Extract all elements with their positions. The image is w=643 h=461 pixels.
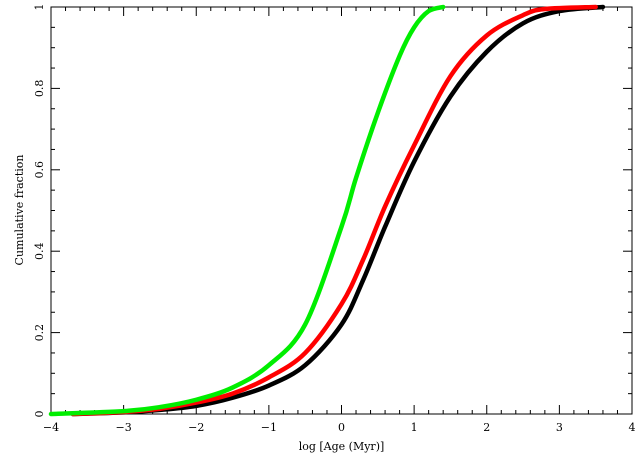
x-axis-label: log [Age (Myr)] [299, 440, 385, 453]
y-tick-label: 0.8 [33, 80, 46, 98]
x-tick-label: 0 [338, 421, 345, 434]
x-tick-label: −4 [43, 421, 59, 434]
plot-frame [50, 6, 633, 415]
y-axis-label: Cumulative fraction [13, 155, 26, 266]
x-tick-label: 3 [556, 421, 563, 434]
y-tick-label: 0.4 [33, 242, 46, 260]
axis-ticks [50, 6, 633, 415]
x-tick-label: 1 [411, 421, 418, 434]
y-tick-label: 0.6 [33, 161, 46, 179]
series-line-3 [48, 4, 446, 417]
series-line-1 [70, 4, 606, 417]
y-tick-label: 1 [33, 4, 46, 11]
series-layer [48, 4, 606, 417]
y-tick-label: 0 [33, 411, 46, 418]
x-tick-label: −2 [188, 421, 204, 434]
axis-tick-labels: −4 −3 −2 −1 0 1 2 3 4 0 0.2 0.4 0.6 0.8 1 [33, 4, 636, 435]
series-line-2 [70, 4, 598, 417]
x-tick-label: 2 [483, 421, 490, 434]
x-tick-label: −3 [116, 421, 132, 434]
x-tick-label: −1 [261, 421, 277, 434]
y-tick-label: 0.2 [33, 324, 46, 342]
x-tick-label: 4 [629, 421, 636, 434]
